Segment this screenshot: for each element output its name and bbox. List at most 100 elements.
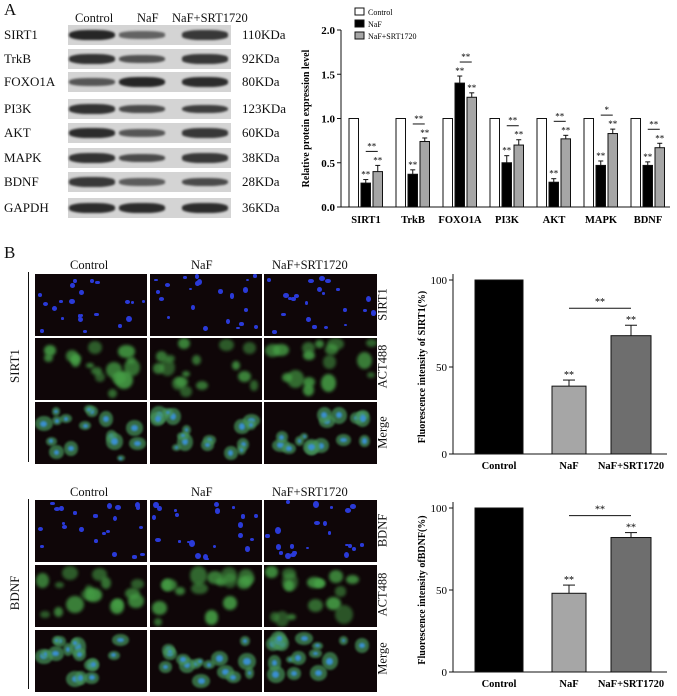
microscopy-image xyxy=(35,565,147,627)
significance-label: ** xyxy=(420,128,430,138)
blot-band xyxy=(182,177,228,187)
bar xyxy=(630,118,641,208)
microscopy-image xyxy=(150,630,262,692)
x-tick-label: SIRT1 xyxy=(351,215,380,226)
bar xyxy=(595,164,606,208)
bar xyxy=(489,118,500,208)
y-tick-label: 0.5 xyxy=(321,158,335,170)
blot-protein-label: GAPDH xyxy=(4,200,49,215)
blot-band xyxy=(182,77,228,87)
significance-label: ** xyxy=(608,119,618,129)
blot-band xyxy=(119,31,165,39)
significance-label: ** xyxy=(514,130,524,140)
microscopy-image xyxy=(150,565,262,627)
bdnf-block-divider xyxy=(28,499,29,689)
blot-protein-label: BDNF xyxy=(4,174,39,189)
blot-band xyxy=(119,76,165,88)
microscopy-image xyxy=(264,274,377,336)
blot-band xyxy=(69,203,115,213)
bar xyxy=(536,118,547,208)
blot-band xyxy=(69,78,115,86)
bar xyxy=(513,144,524,208)
significance-label: ** xyxy=(626,315,636,326)
if-header-naf-1: NaF xyxy=(191,258,213,272)
if-row-label-bdnf: BDNF xyxy=(375,513,390,548)
x-tick-label: Control xyxy=(482,461,517,472)
bracket-label: ** xyxy=(414,114,424,124)
blot-kda-label: 36KDa xyxy=(242,200,280,215)
bar xyxy=(583,118,594,208)
bar xyxy=(442,118,453,208)
microscopy-image xyxy=(35,500,147,562)
legend-label: NaF xyxy=(368,20,382,29)
bar xyxy=(607,133,618,208)
blot-band xyxy=(69,54,115,64)
panel-a-letter: A xyxy=(4,0,17,19)
bracket-label: * xyxy=(605,105,610,115)
blot-kda-label: 28KDa xyxy=(242,174,280,189)
significance-label: ** xyxy=(561,125,571,135)
if-row-label-merge-2: Merge xyxy=(375,642,390,675)
bracket-label: ** xyxy=(461,52,471,62)
microscopy-image xyxy=(150,500,262,562)
y-axis-label: Fluorescence intensity ofBDNF(%) xyxy=(417,515,428,664)
blot-kda-label: 60KDa xyxy=(242,125,280,140)
microscopy-image xyxy=(150,338,262,400)
x-tick-label: BDNF xyxy=(634,215,663,226)
bar xyxy=(419,141,430,208)
significance-label: ** xyxy=(455,66,465,76)
bdnf-block-label: BDNF xyxy=(7,575,22,611)
sirt1-block-label: SIRT1 xyxy=(7,349,22,383)
significance-label: ** xyxy=(408,160,418,170)
microscopy-image xyxy=(35,274,147,336)
blot-band xyxy=(69,153,115,163)
y-axis-label: Fluorescence intensity of SIRT1(%) xyxy=(417,291,428,444)
microscopy-image xyxy=(264,630,377,692)
bar xyxy=(454,82,465,208)
legend-label: Control xyxy=(368,8,393,17)
significance-label: ** xyxy=(467,83,477,93)
blot-kda-label: 38KDa xyxy=(242,150,280,165)
x-tick-label: FOXO1A xyxy=(438,215,482,226)
y-axis-label: Relative protein expression level xyxy=(301,49,312,187)
blot-protein-label: AKT xyxy=(4,125,31,140)
blot-protein-label: TrkB xyxy=(4,51,31,66)
x-tick-label: PI3K xyxy=(495,215,520,226)
microscopy-image xyxy=(264,500,377,562)
blot-header-naf: NaF xyxy=(137,11,159,25)
x-tick-label: TrkB xyxy=(401,215,425,226)
microscopy-image xyxy=(35,630,147,692)
significance-label: ** xyxy=(549,169,559,179)
bar xyxy=(348,118,359,208)
bracket-label: ** xyxy=(508,116,518,126)
blot-protein-label: PI3K xyxy=(4,101,32,116)
bar xyxy=(474,507,524,673)
blot-kda-label: 123KDa xyxy=(242,101,287,116)
bar xyxy=(551,385,587,455)
y-tick-label: 0 xyxy=(442,667,448,679)
significance-label: ** xyxy=(502,146,512,156)
significance-label: ** xyxy=(626,523,636,534)
bar xyxy=(372,171,383,208)
bar xyxy=(654,147,665,208)
significance-label: ** xyxy=(596,151,606,161)
sirt1-block-divider xyxy=(28,272,29,462)
bar xyxy=(360,182,371,208)
if-header-control-2: Control xyxy=(70,485,109,499)
blot-band xyxy=(119,129,165,137)
bar xyxy=(642,164,653,208)
blot-header-control: Control xyxy=(75,11,114,25)
y-tick-label: 100 xyxy=(431,275,448,287)
blot-band xyxy=(182,128,228,138)
x-tick-label: MAPK xyxy=(585,215,618,226)
blot-band xyxy=(182,203,228,213)
y-tick-label: 1.5 xyxy=(321,69,335,81)
blot-band xyxy=(182,104,228,114)
significance-label: ** xyxy=(373,155,383,165)
legend-swatch xyxy=(354,19,365,28)
blot-protein-label: MAPK xyxy=(4,150,42,165)
significance-label: ** xyxy=(564,370,574,381)
significance-label: ** xyxy=(655,133,665,143)
